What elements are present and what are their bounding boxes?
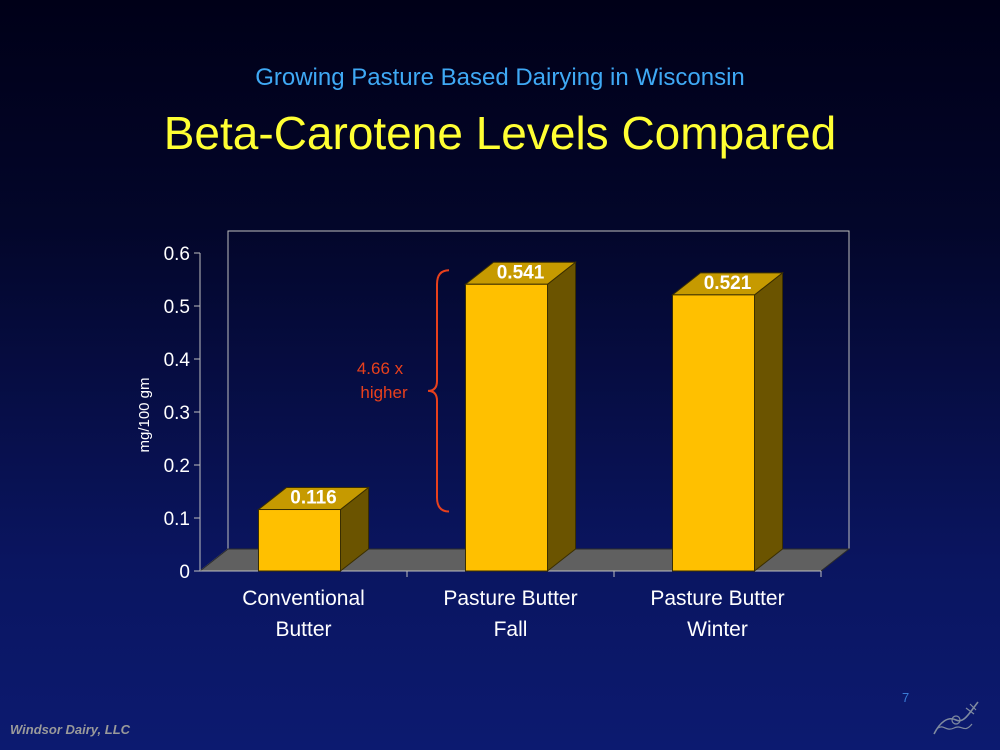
data-label: 0.521 <box>704 273 752 294</box>
bar <box>258 509 341 572</box>
x-category-label: Butter <box>275 618 331 641</box>
x-category-label: Winter <box>687 618 748 641</box>
page-number: 7 <box>902 690 910 705</box>
y-tick-label: 0.4 <box>164 350 191 371</box>
footer-company: Windsor Dairy, LLC <box>10 722 131 737</box>
annotation-text: higher <box>360 383 408 402</box>
y-axis-label: mg/100 gm <box>136 377 153 452</box>
annotation-group: 4.66 x higher <box>357 269 450 513</box>
x-category-label: Pasture Butter <box>443 587 577 610</box>
slide-title: Beta-Carotene Levels Compared <box>163 107 837 159</box>
annotation-text: 4.66 x <box>357 359 404 378</box>
bars-group <box>257 261 784 573</box>
x-category-label: Conventional <box>242 587 365 610</box>
data-label: 0.116 <box>290 488 337 509</box>
y-tick-label: 0.5 <box>164 297 190 318</box>
y-tick-label: 0.1 <box>164 509 190 530</box>
bar <box>465 283 548 572</box>
logo-icon <box>933 701 979 735</box>
y-tick-label: 0 <box>179 562 190 583</box>
data-labels-group: 0.116 0.541 0.521 <box>290 262 751 508</box>
y-axis-ticks: 0 0.1 0.2 0.3 0.4 0.5 0.6 <box>164 244 200 583</box>
y-tick-label: 0.3 <box>164 403 190 424</box>
annotation-brace <box>427 269 450 513</box>
x-category-label: Pasture Butter <box>650 587 784 610</box>
data-label: 0.541 <box>497 262 545 283</box>
x-category-label: Fall <box>494 618 528 641</box>
bar-side <box>547 261 576 573</box>
y-tick-label: 0.6 <box>164 244 190 265</box>
bar-side <box>754 271 783 573</box>
y-tick-label: 0.2 <box>164 456 190 477</box>
x-axis-categories: Conventional Butter Pasture Butter Fall Past… <box>242 571 822 641</box>
bar <box>672 294 755 572</box>
slide-subtitle: Growing Pasture Based Dairying in Wiscon… <box>255 64 745 91</box>
